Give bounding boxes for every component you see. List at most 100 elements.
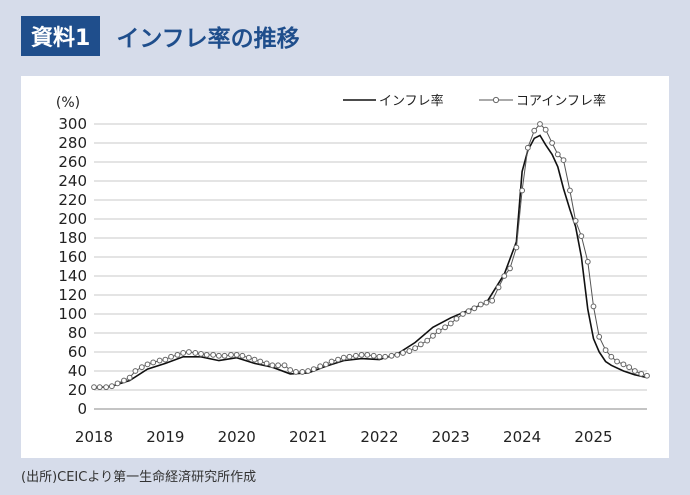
data-point xyxy=(614,358,620,365)
data-point xyxy=(513,244,520,251)
data-point xyxy=(608,353,615,360)
data-point xyxy=(460,311,466,317)
data-point xyxy=(542,126,549,133)
data-point xyxy=(524,144,531,151)
data-point xyxy=(299,369,306,375)
data-point xyxy=(370,352,377,359)
data-point xyxy=(269,362,276,369)
data-point xyxy=(638,370,645,377)
data-point xyxy=(400,350,406,356)
data-point xyxy=(317,363,324,370)
y-tick-label: 0 xyxy=(77,400,87,418)
data-point xyxy=(435,328,442,335)
y-tick-label: 60 xyxy=(68,343,87,361)
data-point xyxy=(364,351,371,358)
data-point xyxy=(180,350,187,356)
data-point xyxy=(233,351,240,358)
data-point xyxy=(631,368,638,374)
data-point xyxy=(121,377,127,384)
data-point xyxy=(215,352,222,359)
data-point xyxy=(132,368,139,374)
data-point xyxy=(245,354,252,361)
x-tick-label: 2021 xyxy=(289,428,327,446)
x-tick-label: 2019 xyxy=(146,428,184,446)
data-point xyxy=(251,356,258,363)
data-point xyxy=(287,367,294,373)
x-tick-label: 2023 xyxy=(432,428,470,446)
y-tick-label: 120 xyxy=(58,286,87,304)
x-tick-label: 2020 xyxy=(218,428,256,446)
data-point xyxy=(489,297,496,304)
data-point xyxy=(501,273,508,279)
x-tick-label: 2018 xyxy=(75,428,113,446)
data-point xyxy=(281,362,288,369)
data-point xyxy=(477,301,484,308)
data-point xyxy=(358,351,365,358)
data-point xyxy=(382,353,389,360)
data-point xyxy=(388,352,395,359)
chart-panel: 0 20 40 60 80 100 120 140 160 180 200 220 240 260 280 3… xyxy=(21,76,669,458)
legend-label-core: コアインフレ率 xyxy=(516,93,606,109)
data-point xyxy=(257,358,264,365)
y-tick-label: 40 xyxy=(68,362,87,380)
data-point xyxy=(596,333,603,340)
data-point xyxy=(471,305,478,312)
data-point xyxy=(483,299,490,306)
data-point xyxy=(346,353,353,360)
data-point xyxy=(406,348,413,354)
y-tick-label: 20 xyxy=(68,381,87,399)
data-point xyxy=(495,284,502,291)
y-axis-label: (%) xyxy=(56,95,80,111)
data-point xyxy=(221,352,228,359)
data-point xyxy=(310,366,317,373)
data-point xyxy=(275,362,281,369)
data-point xyxy=(108,383,115,390)
y-tick-label: 80 xyxy=(68,324,87,342)
y-tick-label: 140 xyxy=(58,267,87,285)
series-line-1 xyxy=(94,123,648,388)
data-point xyxy=(239,352,246,359)
figure-badge: 資料1 xyxy=(21,16,101,56)
data-point xyxy=(156,357,163,364)
data-point xyxy=(442,324,448,331)
x-tick-label: 2022 xyxy=(360,428,398,446)
data-point xyxy=(96,384,103,391)
y-tick-label: 240 xyxy=(58,172,87,190)
data-point xyxy=(210,351,217,358)
y-tick-label: 200 xyxy=(58,210,87,228)
data-point xyxy=(114,380,121,387)
data-point xyxy=(578,233,585,240)
data-point xyxy=(424,337,431,344)
header: 資料1 インフレ率の推移 xyxy=(11,10,679,62)
data-point xyxy=(103,384,110,391)
data-point xyxy=(531,127,538,134)
data-point xyxy=(305,368,311,374)
data-point xyxy=(602,347,609,354)
data-point xyxy=(198,351,204,357)
line-chart: 0204060801001201401601802002202402602803… xyxy=(56,93,650,446)
data-point xyxy=(263,360,270,367)
data-point xyxy=(335,356,341,363)
data-point xyxy=(549,140,555,146)
data-point xyxy=(590,303,597,310)
y-tick-label: 100 xyxy=(58,305,87,323)
x-tick-label: 2024 xyxy=(503,428,541,446)
source-note: (出所)CEICより第一生命経済研究所作成 xyxy=(21,470,257,485)
data-point xyxy=(323,361,329,368)
data-point xyxy=(554,151,561,158)
page-title: インフレ率の推移 xyxy=(116,26,300,52)
data-point xyxy=(186,349,192,355)
data-point xyxy=(626,364,633,371)
data-point xyxy=(162,356,169,363)
data-point xyxy=(126,374,133,381)
y-tick-label: 180 xyxy=(58,229,87,247)
y-tick-label: 220 xyxy=(58,191,87,209)
y-tick-label: 260 xyxy=(58,153,87,171)
data-point xyxy=(412,345,418,352)
y-tick-label: 160 xyxy=(58,248,87,266)
data-point xyxy=(203,351,210,358)
data-point xyxy=(567,187,573,194)
data-point xyxy=(228,351,234,358)
series-line-0 xyxy=(93,134,648,389)
data-point xyxy=(453,315,460,322)
